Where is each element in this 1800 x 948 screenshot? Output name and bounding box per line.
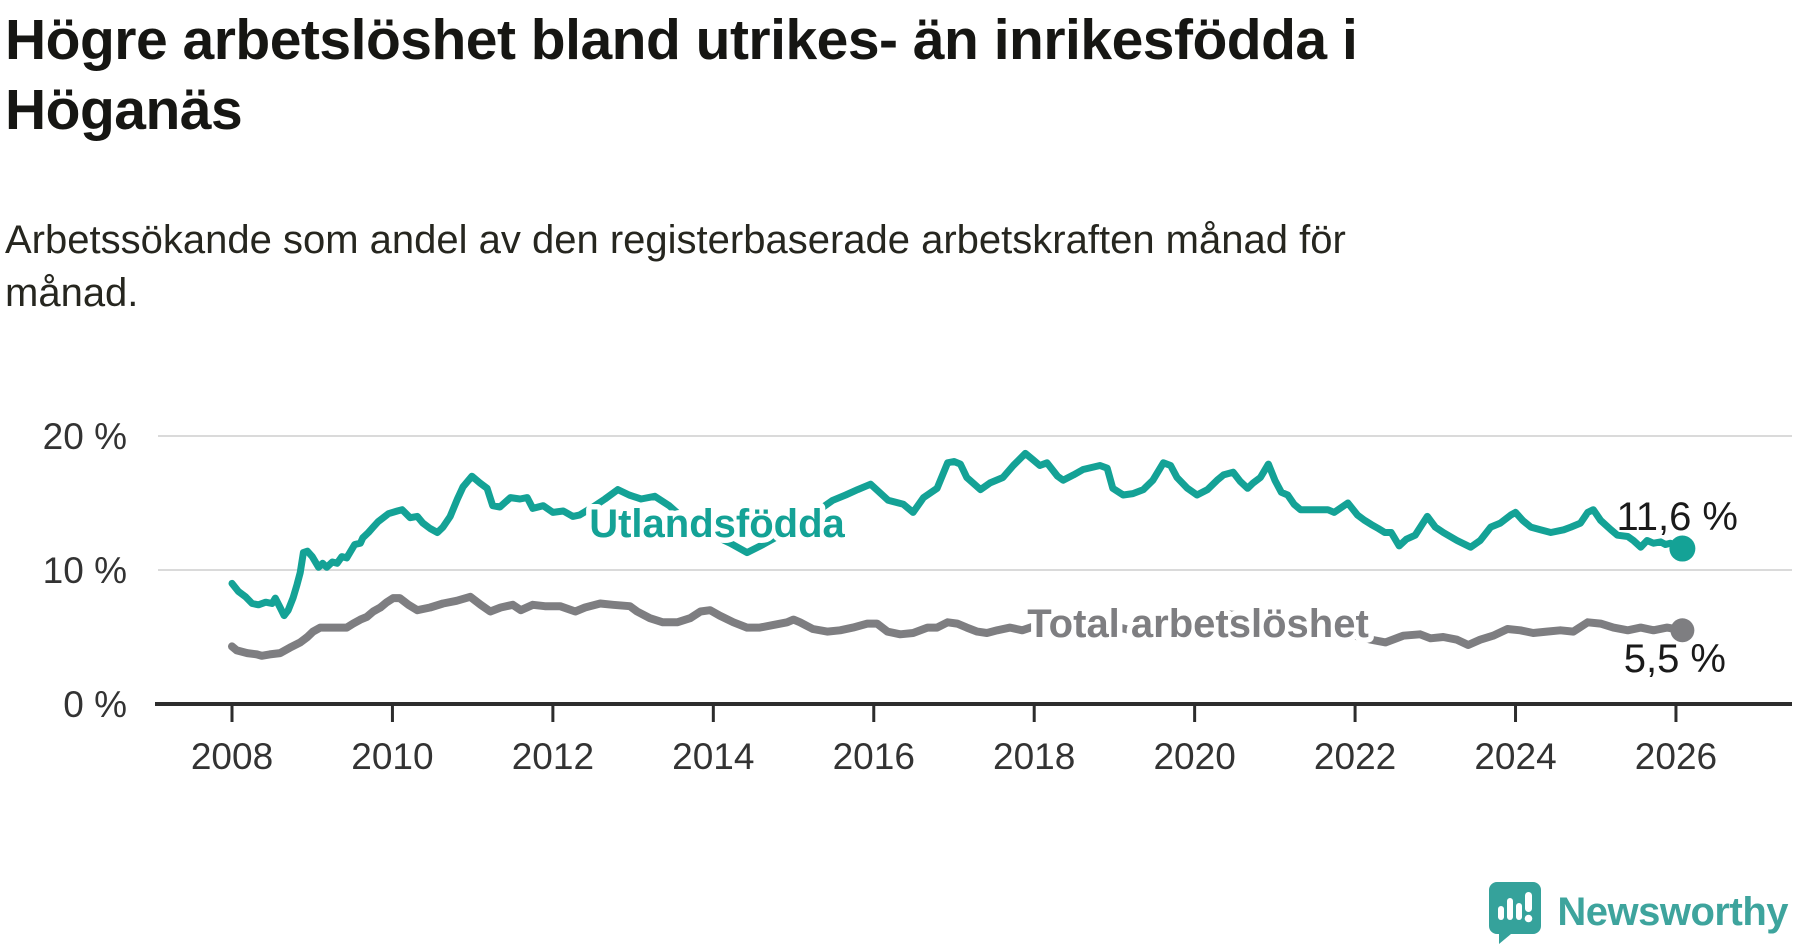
logo-exclamation-bar <box>1525 892 1533 912</box>
x-tick-label: 2010 <box>351 736 433 777</box>
total-endpoint-dot <box>1670 618 1695 643</box>
x-tick-label: 2014 <box>672 736 754 777</box>
newsworthy-logo-icon <box>1489 882 1542 944</box>
y-tick-label: 20 % <box>43 416 127 457</box>
x-tick-label: 2020 <box>1153 736 1235 777</box>
x-tick-label: 2022 <box>1314 736 1396 777</box>
newsworthy-logo-text: Newsworthy <box>1557 889 1788 934</box>
foreign-born-series-label: Utlandsfödda <box>589 502 845 546</box>
x-tick-label: 2026 <box>1635 736 1717 777</box>
x-tick-label: 2012 <box>512 736 594 777</box>
logo-bar-3 <box>1516 903 1523 920</box>
foreign-born-line <box>228 449 1686 620</box>
x-tick-label: 2018 <box>993 736 1075 777</box>
logo-bar-2 <box>1507 898 1514 920</box>
logo-bar-1 <box>1498 906 1505 920</box>
subtitle-line-2: månad. <box>5 270 139 315</box>
title-line-2: Höganäs <box>5 77 243 142</box>
chart-title: Högre arbetslöshet bland utrikes- än inr… <box>5 6 1765 145</box>
total-end-value-label: 5,5 % <box>1624 637 1726 681</box>
foreign-born-endpoint-dot <box>1669 535 1696 562</box>
logo-exclamation-dot <box>1525 914 1533 923</box>
title-line-1: Högre arbetslöshet bland utrikes- än inr… <box>5 8 1358 72</box>
y-tick-label: 0 % <box>63 684 127 725</box>
newsworthy-logo: Newsworthy <box>1487 880 1788 944</box>
total-unemployment-line <box>228 592 1687 660</box>
chart-subtitle: Arbetssökande som andel av den registerb… <box>5 214 1505 320</box>
logo-bubble-shape <box>1489 882 1542 944</box>
subtitle-line-1: Arbetssökande som andel av den registerb… <box>5 218 1346 262</box>
total-series-label: Total arbetslöshet <box>1027 602 1369 646</box>
y-tick-label: 10 % <box>43 550 127 591</box>
x-tick-label: 2008 <box>191 736 273 777</box>
x-tick-label: 2016 <box>833 736 915 777</box>
x-tick-label: 2024 <box>1474 736 1556 777</box>
foreign-born-end-value-label: 11,6 % <box>1616 495 1738 539</box>
